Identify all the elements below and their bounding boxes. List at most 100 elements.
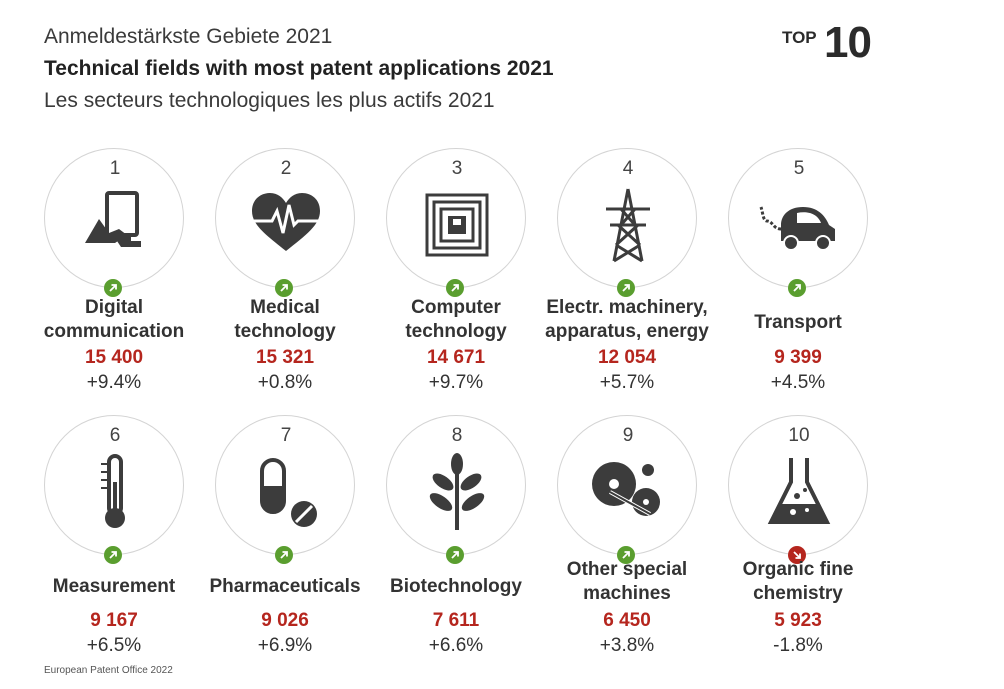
icon-circle: 3: [386, 148, 526, 288]
field-name-line: technology: [234, 321, 336, 342]
icon-circle: 7: [215, 415, 355, 555]
trend-indicator: [617, 279, 635, 297]
field-name-line: Medical: [250, 297, 320, 318]
icon-circle: 5: [728, 148, 868, 288]
field-name: Medical technology: [180, 296, 390, 344]
icon-circle: 6: [44, 415, 184, 555]
icon-circle: 1: [44, 148, 184, 288]
trend-indicator: [275, 546, 293, 564]
applications-count: 5 923: [774, 610, 822, 631]
field-name-line: Biotechnology: [390, 576, 522, 597]
trend-indicator: [788, 279, 806, 297]
field-card: 3 Computer technology 14 671 +9.7%: [371, 148, 541, 408]
title-french: Les secteurs technologiques les plus act…: [44, 89, 495, 112]
growth-rate: +9.4%: [86, 372, 142, 393]
field-name: Electr. machinery, apparatus, energy: [522, 296, 732, 344]
footer-credit: European Patent Office 2022: [44, 665, 173, 676]
field-name-line: machines: [583, 583, 671, 604]
field-name-line: Transport: [754, 312, 842, 333]
growth-rate: -1.8%: [773, 635, 823, 656]
growth-rate: +0.8%: [257, 372, 313, 393]
field-name-line: Other special: [566, 559, 688, 580]
field-card: 2 Medical technology 15 321 +0.8%: [200, 148, 370, 408]
field-card: 6 Measurement 9 167 +6.5%: [29, 415, 199, 675]
applications-count: 6 450: [603, 610, 651, 631]
growth-rate: +6.9%: [257, 635, 313, 656]
field-name: Organic fine chemistry: [693, 558, 903, 606]
applications-count: 14 671: [426, 347, 486, 368]
field-name: Digital communication: [9, 296, 219, 344]
arrow-up-icon: [451, 551, 459, 559]
field-card: 1 Digital communication 15 400 +9.4%: [29, 148, 199, 408]
icon-circle: 2: [215, 148, 355, 288]
trend-indicator: [275, 279, 293, 297]
field-card: 9 Other special machines 6 450 +3.8%: [542, 415, 712, 675]
trend-indicator: [788, 546, 806, 564]
rank-number: 5: [793, 158, 805, 179]
field-name-line: Computer: [411, 297, 501, 318]
growth-rate: +3.8%: [599, 635, 655, 656]
arrow-up-icon: [109, 551, 117, 559]
trend-indicator: [104, 546, 122, 564]
rank-number: 10: [788, 425, 810, 446]
growth-rate: +5.7%: [599, 372, 655, 393]
trend-indicator: [446, 279, 464, 297]
trend-indicator: [617, 546, 635, 564]
field-card: 5 Transport 9 399 +4.5%: [713, 148, 883, 408]
field-card: 8 Biotechnology 7 611 +6.6%: [371, 415, 541, 675]
arrow-up-icon: [109, 284, 117, 292]
top10-badge-label: TOP: [782, 28, 817, 47]
field-card: 7 Pharmaceuticals 9 026 +6.9%: [200, 415, 370, 675]
arrow-up-icon: [451, 284, 459, 292]
field-name: Biotechnology: [351, 575, 561, 599]
rank-number: 3: [451, 158, 463, 179]
field-name: Other special machines: [522, 558, 732, 606]
field-name: Transport: [693, 311, 903, 335]
trend-indicator: [104, 279, 122, 297]
rank-number: 9: [622, 425, 634, 446]
growth-rate: +9.7%: [428, 372, 484, 393]
growth-rate: +4.5%: [770, 372, 826, 393]
field-card: 10 Organic fine chemistry 5 923 -1.8%: [713, 415, 883, 675]
icon-circle: 8: [386, 415, 526, 555]
rank-number: 8: [451, 425, 463, 446]
icon-circle: 10: [728, 415, 868, 555]
field-name-line: chemistry: [753, 583, 843, 604]
rank-number: 7: [280, 425, 292, 446]
top10-badge-number: 10: [824, 18, 872, 67]
field-name: Pharmaceuticals: [180, 575, 390, 599]
field-name-line: Pharmaceuticals: [209, 576, 361, 597]
rank-number: 2: [280, 158, 292, 179]
growth-rate: +6.5%: [86, 635, 142, 656]
applications-count: 7 611: [432, 610, 480, 631]
arrow-up-icon: [622, 551, 630, 559]
field-name-line: Organic fine: [742, 559, 854, 580]
arrow-up-icon: [793, 284, 801, 292]
applications-count: 12 054: [597, 347, 657, 368]
field-name-line: technology: [405, 321, 507, 342]
title-english: Technical fields with most patent applic…: [44, 57, 554, 80]
applications-count: 9 167: [90, 610, 138, 631]
rank-number: 1: [109, 158, 121, 179]
field-name-line: Measurement: [52, 576, 176, 597]
field-name-line: Electr. machinery,: [546, 297, 708, 318]
applications-count: 9 399: [774, 347, 822, 368]
icon-circle: 4: [557, 148, 697, 288]
field-name-line: apparatus, energy: [545, 321, 709, 342]
field-card: 4 Electr. machinery, apparatus, energy 12…: [542, 148, 712, 408]
arrow-up-icon: [280, 284, 288, 292]
field-name-line: Digital: [84, 297, 144, 318]
field-name: Measurement: [9, 575, 219, 599]
icon-circle: 9: [557, 415, 697, 555]
trend-indicator: [446, 546, 464, 564]
growth-rate: +6.6%: [428, 635, 484, 656]
applications-count: 15 321: [255, 347, 315, 368]
field-name-line: communication: [43, 321, 185, 342]
arrow-up-icon: [622, 284, 630, 292]
arrow-up-icon: [280, 551, 288, 559]
arrow-down-icon: [793, 551, 801, 559]
rank-number: 4: [622, 158, 634, 179]
rank-number: 6: [109, 425, 121, 446]
field-name: Computer technology: [351, 296, 561, 344]
applications-count: 9 026: [261, 610, 309, 631]
